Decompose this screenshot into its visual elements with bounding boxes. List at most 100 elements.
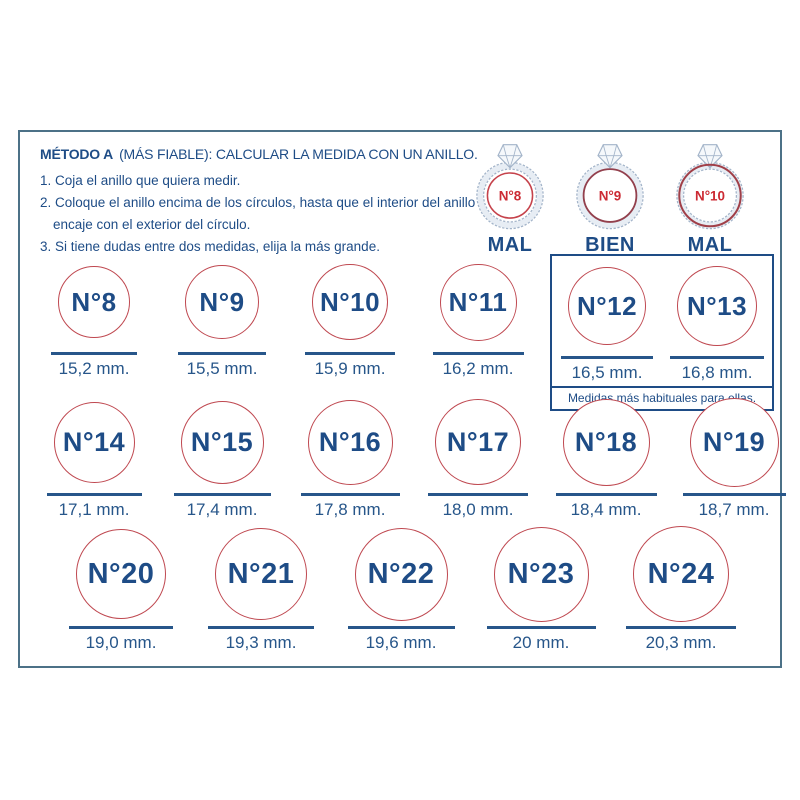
size-number-label: N°12 [576,290,638,321]
ring-size-cell: N°23 20 mm. [471,524,611,653]
verdict-label: MAL [687,234,733,256]
circle-area: N°8 [58,254,130,350]
size-number-label: N°23 [507,557,575,590]
ring-too-big-icon: N°10 [676,144,744,230]
circle-area: N°11 [439,254,517,350]
ring-size-cell: N°13 16,8 mm. [662,258,772,383]
ring-size-text: N°10 [695,188,725,203]
size-underline [347,626,455,629]
size-circle: N°23 [493,526,589,622]
ring-size-cell: N°17 18,0 mm. [414,393,542,520]
size-measurement: 18,4 mm. [570,499,642,519]
size-circle: N°18 [562,398,650,486]
size-underline [626,626,736,629]
size-circle: N°8 [58,266,130,338]
size-row-2-cells: N°14 17,1 mm. N°15 17,4 mm. N°16 17,8 mm. N°17… [30,393,798,520]
size-circle: N°21 [215,528,307,620]
size-underline [432,352,524,355]
fit-examples: N°8 MAL N°9 BIEN [462,136,758,257]
circle-area: N°14 [53,393,135,491]
size-row-3: N°20 19,0 mm. N°21 19,3 mm. N°22 19,6 mm. N°23… [30,524,772,653]
size-number-label: N°10 [319,286,381,317]
size-measurement: 16,8 mm. [681,362,753,382]
circle-area: N°13 [677,258,757,354]
size-row-1: N°8 15,2 mm. N°9 15,5 mm. N°10 15,9 mm. N°11 16… [30,254,774,411]
size-number-label: N°18 [574,426,638,457]
size-circle: N°9 [185,265,259,339]
ring-size-cell: N°24 20,3 mm. [611,524,751,653]
size-number-label: N°22 [367,557,435,590]
ring-good-fit-icon: N°9 [576,144,644,230]
ring-size-cell: N°11 16,2 mm. [414,254,542,379]
size-measurement: 19,6 mm. [365,632,437,652]
size-number-label: N°14 [62,426,126,457]
size-circle: N°13 [677,266,757,346]
ring-size-cell: N°10 15,9 mm. [286,254,414,379]
instruction-step-3: 3. Si tiene dudas entre dos medidas, eli… [40,239,380,254]
circle-area: N°18 [562,393,650,491]
size-circle: N°12 [568,267,646,345]
size-circle: N°10 [312,264,388,340]
method-title-rest: (MÁS FIABLE): CALCULAR LA MEDIDA CON UN … [119,146,478,162]
circle-area: N°23 [493,524,589,624]
size-circle: N°15 [180,400,264,484]
fit-example-too-small: N°8 MAL [462,136,558,257]
size-number-label: N°17 [446,426,510,457]
size-circle: N°20 [76,529,166,619]
circle-area: N°24 [633,524,729,624]
circle-area: N°21 [215,524,307,624]
size-underline [46,493,142,496]
size-row-2: N°14 17,1 mm. N°15 17,4 mm. N°16 17,8 mm. N°17… [30,393,786,520]
circle-area: N°20 [76,524,166,624]
size-underline [173,493,271,496]
size-measurement: 15,5 mm. [186,358,258,378]
size-number-label: N°9 [199,286,245,317]
size-underline [561,356,653,359]
size-number-label: N°19 [702,426,766,457]
fit-example-too-big: N°10 MAL [662,136,758,257]
verdict-label: BIEN [585,234,635,256]
highlight-box-cells: N°12 16,5 mm. N°13 16,8 mm. [552,258,772,383]
size-measurement: 20,3 mm. [645,632,717,652]
fit-example-good: N°9 BIEN [562,136,658,257]
size-number-label: N°21 [227,557,295,590]
ring-size-cell: N°15 17,4 mm. [158,393,286,520]
size-number-label: N°11 [448,286,508,317]
size-row-3-cells: N°20 19,0 mm. N°21 19,3 mm. N°22 19,6 mm. N°23… [51,524,751,653]
size-measurement: 16,5 mm. [571,362,643,382]
size-circle: N°11 [439,263,517,341]
size-row-1-cells: N°8 15,2 mm. N°9 15,5 mm. N°10 15,9 mm. N°11 16… [30,254,542,379]
circle-area: N°9 [185,254,259,350]
size-underline [555,493,657,496]
ring-size-cell: N°16 17,8 mm. [286,393,414,520]
size-underline [178,352,266,355]
size-underline [300,493,400,496]
header: MÉTODO A (MÁS FIABLE): CALCULAR LA MEDIDA… [40,146,510,258]
circle-area: N°17 [435,393,521,491]
ring-size-text: N°9 [599,188,622,203]
size-underline [51,352,137,355]
ring-size-cell: N°12 16,5 mm. [552,258,662,383]
ring-size-text: N°8 [499,188,522,203]
ring-size-cell: N°21 19,3 mm. [191,524,331,653]
size-circle: N°24 [633,526,729,622]
ring-size-cell: N°22 19,6 mm. [331,524,471,653]
size-underline [208,626,314,629]
ring-size-cell: N°18 18,4 mm. [542,393,670,520]
verdict-label: MAL [487,234,533,256]
method-title: MÉTODO A (MÁS FIABLE): CALCULAR LA MEDIDA… [40,146,510,162]
size-measurement: 15,2 mm. [58,358,130,378]
circle-area: N°10 [312,254,388,350]
size-measurement: 18,7 mm. [698,499,770,519]
instruction-step-2: 2. Coloque el anillo encima de los círcu… [40,195,476,232]
ring-too-small-icon: N°8 [476,144,544,230]
size-number-label: N°16 [318,426,382,457]
size-number-label: N°8 [71,286,117,317]
size-number-label: N°13 [686,290,748,321]
size-measurement: 15,9 mm. [314,358,386,378]
circle-area: N°12 [568,258,646,354]
instruction-step-1: 1. Coja el anillo que quiera medir. [40,173,241,188]
size-measurement: 17,4 mm. [186,499,258,519]
size-number-label: N°24 [647,557,715,590]
